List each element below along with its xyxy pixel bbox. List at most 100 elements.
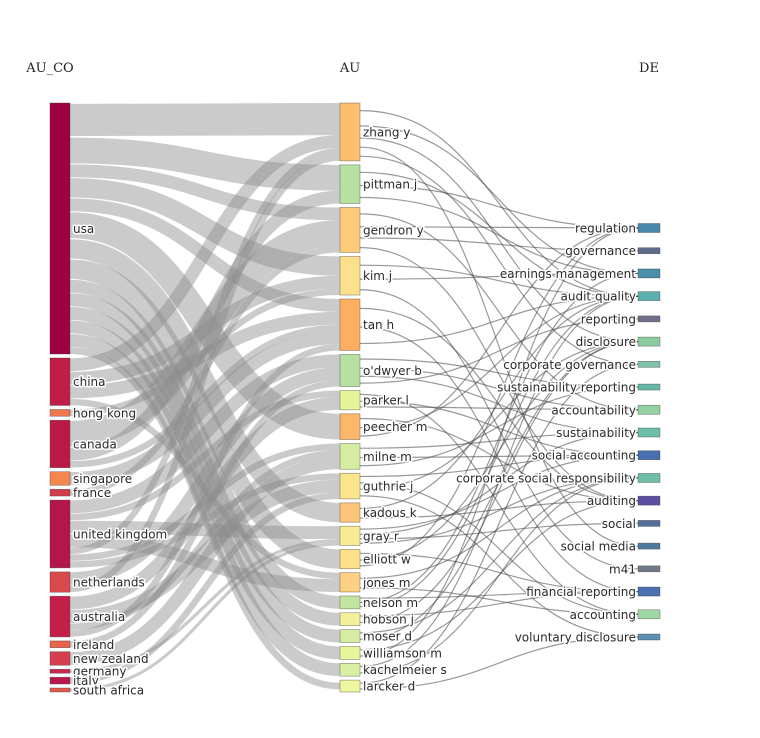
link-netherlands-to-o-dwyer-b [69,367,341,586]
node-peecher-m[interactable] [339,413,361,440]
node-hong-kong[interactable] [49,409,71,417]
node-label-audit-quality: audit quality [561,290,636,304]
node-financial-reporting[interactable] [637,586,661,597]
link-ireland-to-o-dwyer-b [69,380,341,648]
link-new-zealand-to-milne-m [69,456,341,665]
node-milne-m[interactable] [339,443,361,470]
link-usa-to-kachelmeier-s [69,333,341,677]
node-gendron-y[interactable] [339,207,361,253]
link-pittman-j-to-regulation [359,185,639,229]
node-corporate-governance[interactable] [637,361,661,368]
node-netherlands[interactable] [49,571,71,593]
node-social-media[interactable] [637,542,661,550]
link-nelson-m-to-financial-reporting [359,590,639,599]
node-germany[interactable] [49,668,71,674]
node-reporting[interactable] [637,315,661,323]
node-earnings-management[interactable] [637,268,661,279]
node-kim-j[interactable] [339,256,361,296]
node-label-reporting: reporting [581,312,636,326]
link-larcker-d-to-voluntary-disclosure [359,636,639,690]
node-parker-l[interactable] [339,390,361,411]
node-italy[interactable] [49,676,71,685]
node-voluntary-disclosure[interactable] [637,633,661,641]
node-canada[interactable] [49,419,71,469]
node-label-elliott-w: elliott w [363,553,411,567]
node-sustainability-reporting[interactable] [637,383,661,391]
node-singapore[interactable] [49,471,71,486]
node-pittman-j[interactable] [339,164,361,204]
node-kachelmeier-s[interactable] [339,662,361,677]
node-label-sustainability-reporting: sustainability reporting [497,381,636,395]
link-milne-m-to-social-accounting [359,454,639,459]
links-layer [69,103,639,692]
node-m41[interactable] [637,565,661,573]
node-auditing[interactable] [637,495,661,506]
link-o-dwyer-b-to-accountability [359,367,639,411]
node-label-netherlands: netherlands [73,576,145,590]
node-accounting[interactable] [637,609,661,620]
node-moser-d[interactable] [339,629,361,643]
node-hobson-j[interactable] [339,612,361,626]
link-zhang-y-to-audit-quality [359,110,639,297]
node-label-italy: italy [73,674,99,688]
link-italy-to-guthrie-j [69,492,341,684]
node-accountability[interactable] [637,404,661,415]
node-france[interactable] [49,488,71,497]
node-label-milne-m: milne m [363,450,412,464]
link-usa-to-kim-j [69,178,341,276]
link-jones-m-to-corporate-social-responsibility [359,477,639,579]
link-guthrie-j-to-accounting [359,482,639,615]
link-canada-to-tan-h [69,324,341,468]
link-elliott-w-to-financial-reporting [359,552,639,593]
node-jones-m[interactable] [339,572,361,593]
link-netherlands-to-zhang-y [69,154,341,593]
node-williamson-m[interactable] [339,646,361,660]
link-united-kingdom-to-parker-l [69,390,341,521]
node-zhang-y[interactable] [339,102,361,162]
node-kadous-k[interactable] [339,502,361,523]
node-corporate-social-responsibility[interactable] [637,473,661,483]
node-label-germany: germany [73,665,126,679]
node-larcker-d[interactable] [339,679,361,693]
node-social-accounting[interactable] [637,450,661,461]
node-regulation[interactable] [637,223,661,233]
node-guthrie-j[interactable] [339,472,361,500]
node-united-kingdom[interactable] [49,499,71,569]
link-kim-j-to-m41 [359,289,639,570]
link-usa-to-gendron-y [69,164,341,221]
link-kadous-k-to-audit-quality [359,295,639,510]
node-gray-r[interactable] [339,525,361,546]
node-label-pittman-j: pittman j [363,178,417,192]
link-usa-to-pittman-j [69,137,341,191]
node-ireland[interactable] [49,640,71,648]
link-canada-to-gendron-y [69,220,341,447]
node-nelson-m[interactable] [339,595,361,610]
node-sustainability[interactable] [637,427,661,438]
link-peecher-m-to-auditing [359,417,639,502]
link-australia-to-tan-h [69,344,341,637]
node-audit-quality[interactable] [637,291,661,301]
node-o-dwyer-b[interactable] [339,354,361,387]
link-gray-r-to-social-accounting [359,454,639,530]
node-south-africa[interactable] [49,687,71,693]
node-label-larcker-d: larcker d [363,680,415,694]
node-label-singapore: singapore [73,472,132,486]
link-hong-kong-to-kim-j [69,288,341,417]
node-china[interactable] [49,357,71,406]
node-usa[interactable] [49,102,71,355]
node-governance[interactable] [637,247,661,255]
column-title-de: DE [639,61,659,76]
link-larcker-d-to-corporate-governance [359,363,639,684]
node-label-governance: governance [565,244,636,258]
node-label-china: china [73,375,106,389]
link-usa-to-nelson-m [69,279,341,609]
node-tan-h[interactable] [339,298,361,351]
node-new-zealand[interactable] [49,651,71,666]
node-disclosure[interactable] [637,336,661,347]
link-nelson-m-to-audit-quality [359,295,639,608]
node-australia[interactable] [49,595,71,638]
node-elliott-w[interactable] [339,549,361,570]
node-label-nelson-m: nelson m [363,596,418,610]
node-social[interactable] [637,520,661,527]
node-label-corporate-governance: corporate governance [503,358,636,372]
